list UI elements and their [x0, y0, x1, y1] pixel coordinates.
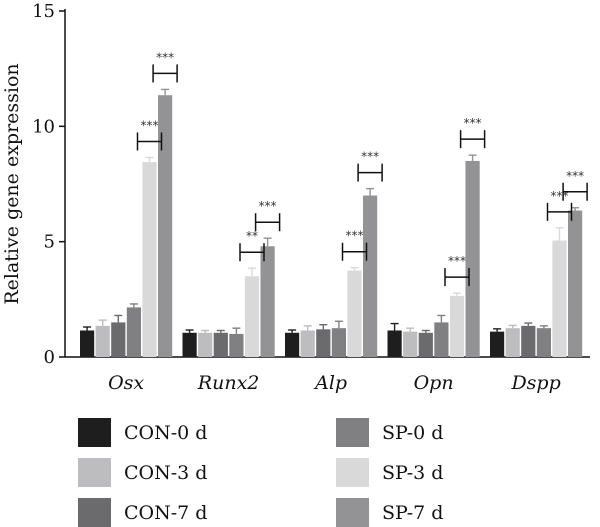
bar-osx-con-0-d — [80, 330, 95, 357]
bar-alp-sp-7-d — [363, 195, 378, 357]
y-tick-label-0: 0 — [44, 347, 55, 368]
legend-item-sp-3d: SP-3 d — [336, 458, 443, 487]
category-label-dspp: Dspp — [510, 372, 560, 394]
bar-alp-sp-3-d — [347, 270, 362, 357]
bar-runx2-con-7-d — [213, 332, 228, 357]
sig-label-alp-sp-3-d: *** — [346, 229, 364, 243]
bar-opn-sp-3-d — [449, 295, 465, 357]
sig-label-alp-sp-7-d: *** — [361, 150, 379, 164]
sig-label-osx-sp-3-d: *** — [141, 118, 159, 132]
bar-osx-sp-0-d — [126, 307, 141, 357]
category-label-alp: Alp — [313, 372, 347, 394]
legend: CON-0 d CON-3 d CON-7 d SP-0 d SP-3 d SP… — [0, 410, 600, 527]
legend-label-sp-0d: SP-0 d — [382, 421, 444, 444]
sig-label-opn-sp-3-d: *** — [448, 254, 466, 268]
bar-opn-con-3-d — [403, 331, 418, 357]
bar-osx-con-3-d — [95, 325, 110, 357]
bar-dspp-con-3-d — [505, 328, 520, 357]
y-tick-label-10: 10 — [32, 116, 55, 137]
legend-item-con-3d: CON-3 d — [78, 458, 207, 487]
bar-alp-con-3-d — [300, 330, 315, 357]
legend-label-con-0d: CON-0 d — [124, 421, 208, 444]
legend-item-con-0d: CON-0 d — [78, 418, 207, 447]
legend-swatch-sp-3d — [336, 458, 369, 487]
legend-label-sp-7d: SP-7 d — [382, 501, 444, 524]
category-label-opn: Opn — [414, 372, 454, 394]
sig-label-dspp-sp-7-d: *** — [566, 169, 584, 183]
legend-swatch-sp-7d — [336, 498, 369, 527]
y-tick-label-15: 15 — [32, 1, 55, 22]
bar-alp-con-7-d — [316, 329, 331, 357]
sig-label-dspp-sp-3-d: *** — [551, 189, 569, 203]
bar-dspp-sp-0-d — [536, 328, 551, 357]
category-label-runx2: Runx2 — [197, 372, 260, 394]
sig-label-opn-sp-7-d: *** — [464, 116, 482, 130]
bar-osx-sp-7-d — [158, 95, 173, 358]
bar-runx2-con-3-d — [198, 332, 213, 357]
bar-alp-sp-0-d — [331, 328, 346, 357]
bar-opn-con-0-d — [387, 330, 402, 357]
sig-label-runx2-sp-7-d: *** — [259, 199, 277, 213]
bar-opn-sp-0-d — [434, 322, 449, 357]
y-axis-label: Relative gene expression — [1, 63, 23, 304]
bar-runx2-sp-3-d — [244, 276, 260, 357]
legend-label-con-3d: CON-3 d — [124, 461, 208, 484]
bar-dspp-sp-7-d — [568, 210, 583, 357]
bar-dspp-con-0-d — [490, 331, 505, 357]
sig-label-osx-sp-7-d: *** — [156, 50, 174, 64]
bar-osx-sp-3-d — [142, 162, 157, 357]
bar-dspp-con-7-d — [521, 325, 536, 357]
legend-swatch-con-7d — [78, 498, 111, 527]
legend-label-con-7d: CON-7 d — [124, 501, 208, 524]
legend-swatch-con-0d — [78, 418, 111, 447]
bar-runx2-con-0-d — [182, 332, 197, 357]
legend-label-sp-3d: SP-3 d — [382, 461, 444, 484]
bar-runx2-sp-7-d — [260, 246, 275, 357]
legend-item-sp-7d: SP-7 d — [336, 498, 443, 527]
y-tick-label-5: 5 — [44, 232, 55, 253]
bar-dspp-sp-3-d — [552, 240, 567, 357]
bar-osx-con-7-d — [111, 322, 126, 357]
category-label-osx: Osx — [108, 372, 144, 394]
legend-swatch-sp-0d — [336, 418, 369, 447]
legend-swatch-con-3d — [78, 458, 111, 487]
bar-opn-sp-7-d — [465, 160, 480, 357]
sig-label-runx2-sp-3-d: ** — [246, 229, 258, 243]
legend-item-con-7d: CON-7 d — [78, 498, 207, 527]
legend-item-sp-0d: SP-0 d — [336, 418, 443, 447]
bar-alp-con-0-d — [285, 332, 300, 357]
bar-opn-con-7-d — [418, 332, 433, 357]
chart-svg: Relative gene expression 0 5 10 15 Osx Runx2 A… — [1, 1, 590, 394]
bar-runx2-sp-0-d — [229, 333, 244, 357]
